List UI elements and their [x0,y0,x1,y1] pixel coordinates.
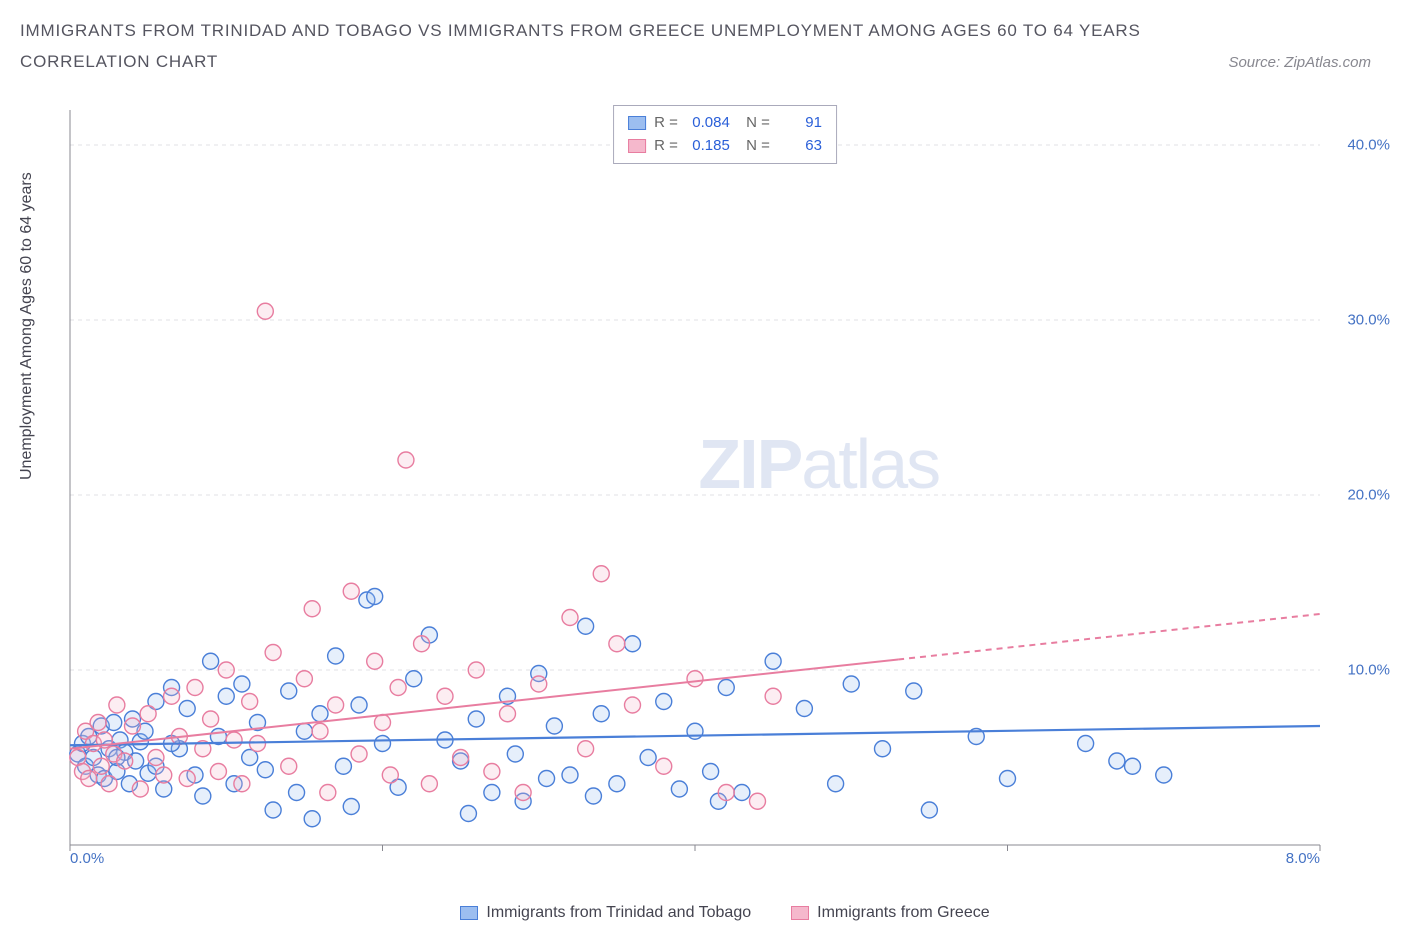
bottom-legend: Immigrants from Trinidad and Tobago Immi… [60,904,1390,922]
stats-legend: R = 0.084 N = 91 R = 0.185 N = 63 [613,105,837,164]
y-axis-label: Unemployment Among Ages 60 to 64 years [18,172,36,480]
subtitle-row: CORRELATION CHART Source: ZipAtlas.com [20,52,1386,72]
stat-n-val-0: 91 [778,112,822,135]
legend-swatch-0 [628,116,646,130]
stat-n-label-1: N = [738,135,770,158]
stat-n-val-1: 63 [778,135,822,158]
x-tick-label: 0.0% [70,850,104,867]
chart-title: IMMIGRANTS FROM TRINIDAD AND TOBAGO VS I… [20,18,1386,44]
stat-r-val-0: 0.084 [686,112,730,135]
chart-area: ZIPatlas R = 0.084 N = 91 R = 0.185 N = … [60,105,1390,865]
stats-row-0: R = 0.084 N = 91 [628,112,822,135]
y-tick-label: 30.0% [1347,312,1390,329]
stats-row-1: R = 0.185 N = 63 [628,135,822,158]
x-tick-label: 8.0% [1286,850,1320,867]
chart-source: Source: ZipAtlas.com [1228,54,1386,71]
y-tick-label: 20.0% [1347,487,1390,504]
stat-r-val-1: 0.185 [686,135,730,158]
legend-swatch-1 [628,139,646,153]
y-tick-label: 10.0% [1347,662,1390,679]
bottom-legend-label-0: Immigrants from Trinidad and Tobago [486,904,751,922]
bottom-legend-item-0: Immigrants from Trinidad and Tobago [460,904,751,922]
stat-r-label-1: R = [654,135,678,158]
bottom-legend-item-1: Immigrants from Greece [791,904,989,922]
bottom-legend-label-1: Immigrants from Greece [817,904,989,922]
stat-r-label-0: R = [654,112,678,135]
chart-header: IMMIGRANTS FROM TRINIDAD AND TOBAGO VS I… [0,0,1406,80]
scatter-plot-svg [60,105,1390,865]
y-tick-label: 40.0% [1347,137,1390,154]
bottom-swatch-0 [460,906,478,920]
stat-n-label-0: N = [738,112,770,135]
chart-subtitle: CORRELATION CHART [20,52,218,72]
bottom-swatch-1 [791,906,809,920]
